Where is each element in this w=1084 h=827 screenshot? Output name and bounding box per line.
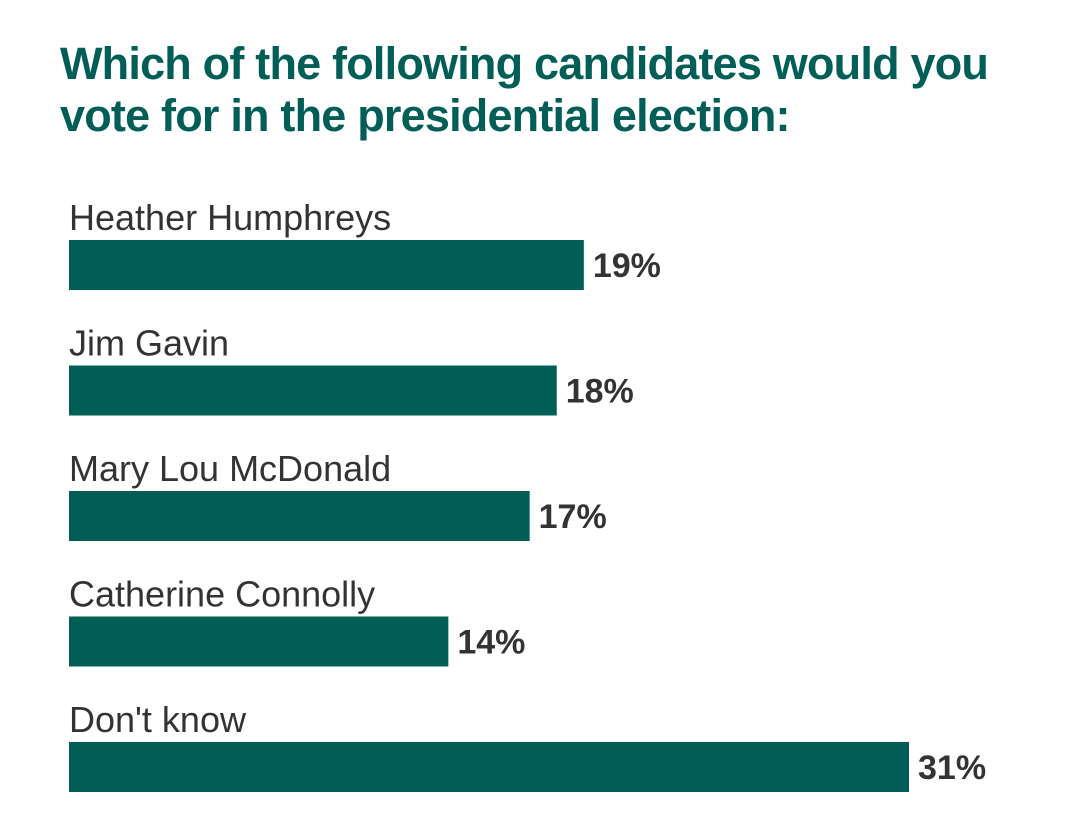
bar [69,742,909,792]
bar [69,491,530,541]
value-label: 14% [457,624,525,662]
value-label: 17% [539,498,607,536]
bar [69,240,584,290]
category-label: Heather Humphreys [69,197,391,238]
category-label: Don't know [69,699,247,740]
value-label: 18% [566,373,634,411]
bar [69,365,557,416]
category-label: Mary Lou McDonald [69,448,391,489]
bar [69,616,449,667]
chart-title: Which of the following candidates would … [60,38,989,141]
value-label: 19% [593,247,661,285]
category-label: Jim Gavin [69,323,229,364]
value-label: 31% [918,749,986,787]
category-label: Catherine Connolly [69,574,375,615]
